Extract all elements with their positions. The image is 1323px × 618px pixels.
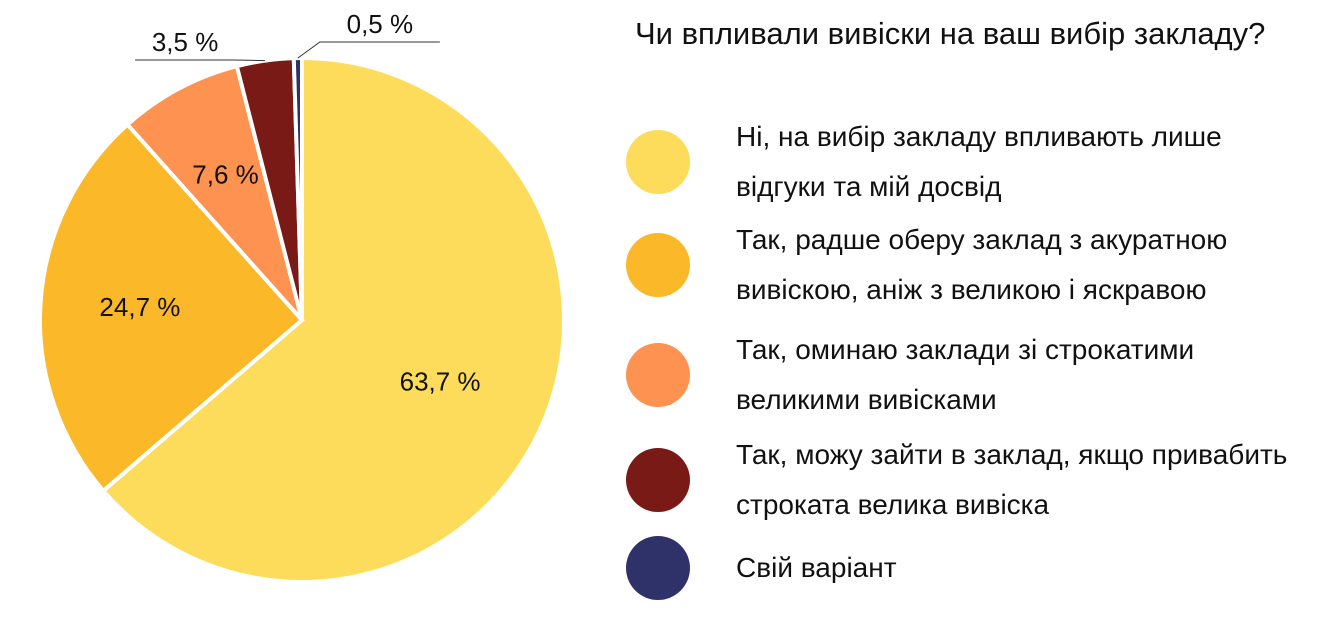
- leader-line: [135, 59, 266, 62]
- legend-swatch: [626, 448, 690, 512]
- leader-line: [297, 41, 440, 59]
- legend-label: Ні, на вибір закладу впливають лише відг…: [736, 121, 1222, 202]
- legend-swatch: [626, 343, 690, 407]
- data-label: 7,6 %: [192, 160, 259, 190]
- pie-chart: 63,7 % 24,7 % 7,6 % 3,5 % 0,5 %: [38, 9, 566, 584]
- data-label: 3,5 %: [152, 27, 219, 57]
- legend-label: Свій варіант: [736, 552, 897, 583]
- legend-swatch: [626, 536, 690, 600]
- pie-slice: [124, 63, 304, 322]
- legend-item: Так, можу зайти в заклад, якщо привабить…: [626, 430, 1316, 530]
- pie-slice: [291, 55, 304, 321]
- legend-item: Ні, на вибір закладу впливають лише відг…: [626, 112, 1316, 212]
- data-label: 0,5 %: [347, 9, 414, 39]
- legend-swatch: [626, 130, 690, 194]
- legend-item: Так, оминаю заклади зі строкатими велики…: [626, 325, 1316, 425]
- legend-label: Так, радше оберу заклад з акуратною виві…: [736, 224, 1228, 305]
- legend-item: Так, радше оберу заклад з акуратною виві…: [626, 215, 1316, 315]
- data-label: 63,7 %: [400, 366, 481, 396]
- legend-label: Так, можу зайти в заклад, якщо привабить…: [736, 439, 1288, 520]
- chart-title: Чи впливали вивіски на ваш вибір закладу…: [635, 16, 1266, 51]
- legend-label: Так, оминаю заклади зі строкатими велики…: [736, 334, 1195, 415]
- data-label: 24,7 %: [99, 292, 180, 322]
- pie-slice: [38, 121, 305, 494]
- pie-slice: [100, 55, 566, 584]
- legend-swatch: [626, 233, 690, 297]
- legend-item: Свій варіант: [626, 518, 1316, 618]
